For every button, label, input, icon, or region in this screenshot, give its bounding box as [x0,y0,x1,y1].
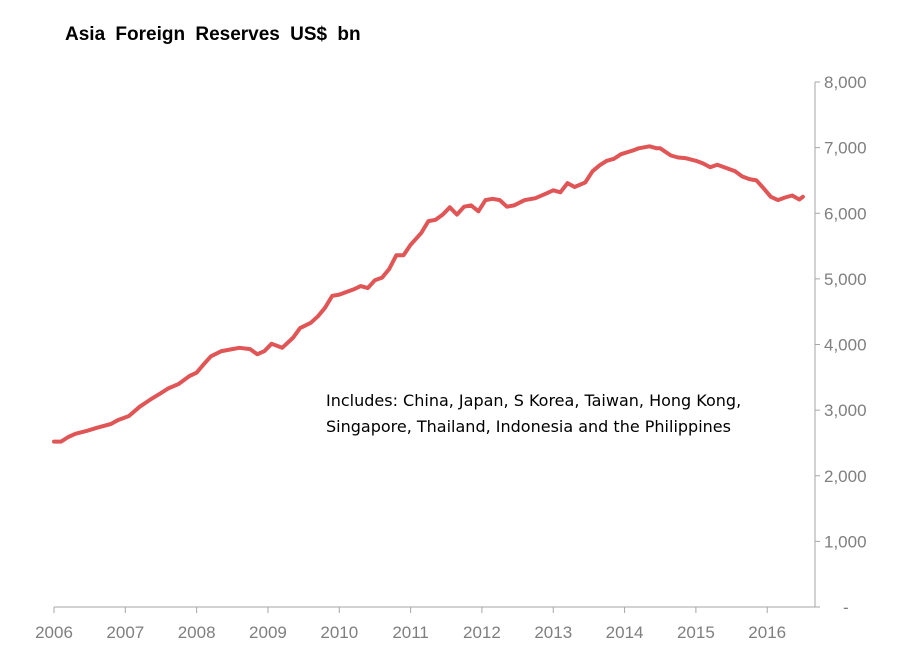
y-tick-label: 7,000 [824,139,867,158]
x-tick-label: 2012 [463,623,501,642]
x-tick-label: 2008 [178,623,216,642]
y-tick-label: 5,000 [824,270,867,289]
y-tick-label: 1,000 [824,532,867,551]
chart-title: Asia Foreign Reserves US$ bn [65,24,361,45]
x-tick-label: 2011 [392,623,429,642]
y-tick-label: 6,000 [824,204,867,223]
x-tick-label: 2010 [320,623,358,642]
x-tick-label: 2009 [249,623,287,642]
y-tick-label: - [843,598,849,617]
series-line [52,144,805,444]
x-tick-label: 2016 [748,623,786,642]
y-tick-label: 3,000 [824,401,867,420]
x-tick-label: 2015 [677,623,715,642]
y-tick-label: 4,000 [824,336,867,355]
x-tick-label: 2014 [606,623,644,642]
y-tick-label: 2,000 [824,467,867,486]
x-tick-label: 2007 [106,623,144,642]
chart-annotation: Includes: China, Japan, S Korea, Taiwan,… [326,391,742,436]
x-tick-label: 2006 [35,623,73,642]
y-tick-label: 8,000 [824,73,867,92]
x-tick-label: 2013 [534,623,572,642]
